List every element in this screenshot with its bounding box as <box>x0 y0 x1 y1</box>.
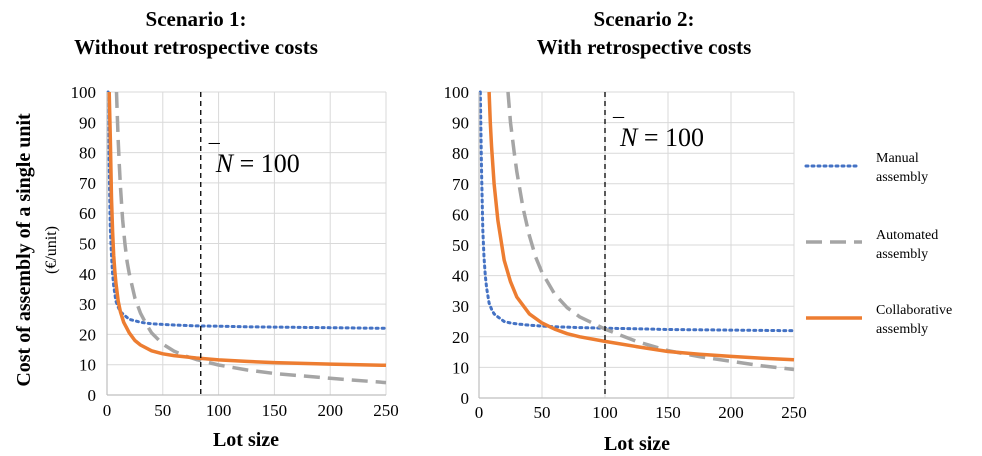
y-tick-label: 90 <box>452 114 469 133</box>
y-tick-label: 90 <box>79 113 96 132</box>
legend-collaborative-label-1: Collaborative <box>876 303 952 318</box>
series-line-automated-assembly <box>114 91 387 385</box>
y-axis-label: Cost of assembly of a single unit <box>13 113 35 387</box>
series-line-manual-assembly <box>106 90 388 330</box>
y-tick-label: 20 <box>79 325 96 344</box>
series-line-collaborative-assembly <box>107 91 387 368</box>
y-tick-label: 80 <box>452 144 469 163</box>
y-tick-label: 40 <box>79 265 96 284</box>
x-tick-label: 250 <box>781 403 807 422</box>
legend-automated-label-2: assembly <box>876 247 928 262</box>
x-tick-label: 150 <box>262 401 288 420</box>
y-tick-label: 10 <box>79 356 96 375</box>
y-tick-label: 40 <box>452 267 469 286</box>
series-line-collaborative-assembly <box>487 91 795 362</box>
y-tick-label: 70 <box>79 174 96 193</box>
x-tick-label: 0 <box>103 401 112 420</box>
x-tick-label: 50 <box>154 401 171 420</box>
x-tick-label: 150 <box>655 403 681 422</box>
y-tick-label: 50 <box>452 236 469 255</box>
series-line-automated-assembly <box>506 91 795 372</box>
y-axis-unit: (€/unit) <box>43 226 60 274</box>
x-tick-label: 200 <box>317 401 343 420</box>
legend: Manual assembly Automated assembly Colla… <box>804 151 952 337</box>
chart-scenario-2: 0 10 20 30 40 50 60 70 80 90 100 0 50 100 150 200 250 ¯N … <box>444 83 807 422</box>
y-tick-label: 60 <box>79 204 96 223</box>
y-tick-label: 70 <box>452 175 469 194</box>
y-tick-label: 50 <box>79 235 96 254</box>
chart-1-title-line1: Scenario 1: <box>146 7 247 31</box>
y-tick-label: 0 <box>461 389 470 408</box>
series-line-manual-assembly <box>478 90 796 333</box>
y-tick-label: 30 <box>79 295 96 314</box>
reference-line-label: ¯N = 100 <box>208 140 300 178</box>
x-tick-label: 0 <box>475 403 484 422</box>
x-tick-label: 200 <box>718 403 744 422</box>
y-tick-label: 100 <box>444 83 470 102</box>
y-tick-label: 80 <box>79 144 96 163</box>
chart-scenario-1: 0 10 20 30 40 50 60 70 80 90 100 0 50 100 150 200 250 ¯N … <box>71 83 399 420</box>
chart-2-title-line2: With retrospective costs <box>537 35 752 59</box>
y-tick-label: 0 <box>88 386 97 405</box>
legend-manual-label-1: Manual <box>876 151 919 166</box>
reference-line-label: ¯N = 100 <box>612 114 704 152</box>
x-tick-label: 50 <box>534 403 551 422</box>
chart-2-title-line1: Scenario 2: <box>594 7 695 31</box>
y-tick-label: 100 <box>71 83 97 102</box>
y-tick-label: 20 <box>452 328 469 347</box>
legend-manual-label-2: assembly <box>876 170 928 185</box>
chart-1-x-axis-label: Lot size <box>213 429 279 451</box>
y-tick-label: 30 <box>452 297 469 316</box>
y-tick-label: 10 <box>452 358 469 377</box>
x-tick-label: 250 <box>373 401 399 420</box>
legend-automated-label-1: Automated <box>876 228 938 243</box>
chart-2-x-axis-label: Lot size <box>604 433 670 455</box>
x-tick-label: 100 <box>206 401 232 420</box>
y-tick-label: 60 <box>452 205 469 224</box>
chart-1-title-line2: Without retrospective costs <box>74 35 318 59</box>
x-tick-label: 100 <box>592 403 618 422</box>
legend-collaborative-label-2: assembly <box>876 322 928 337</box>
